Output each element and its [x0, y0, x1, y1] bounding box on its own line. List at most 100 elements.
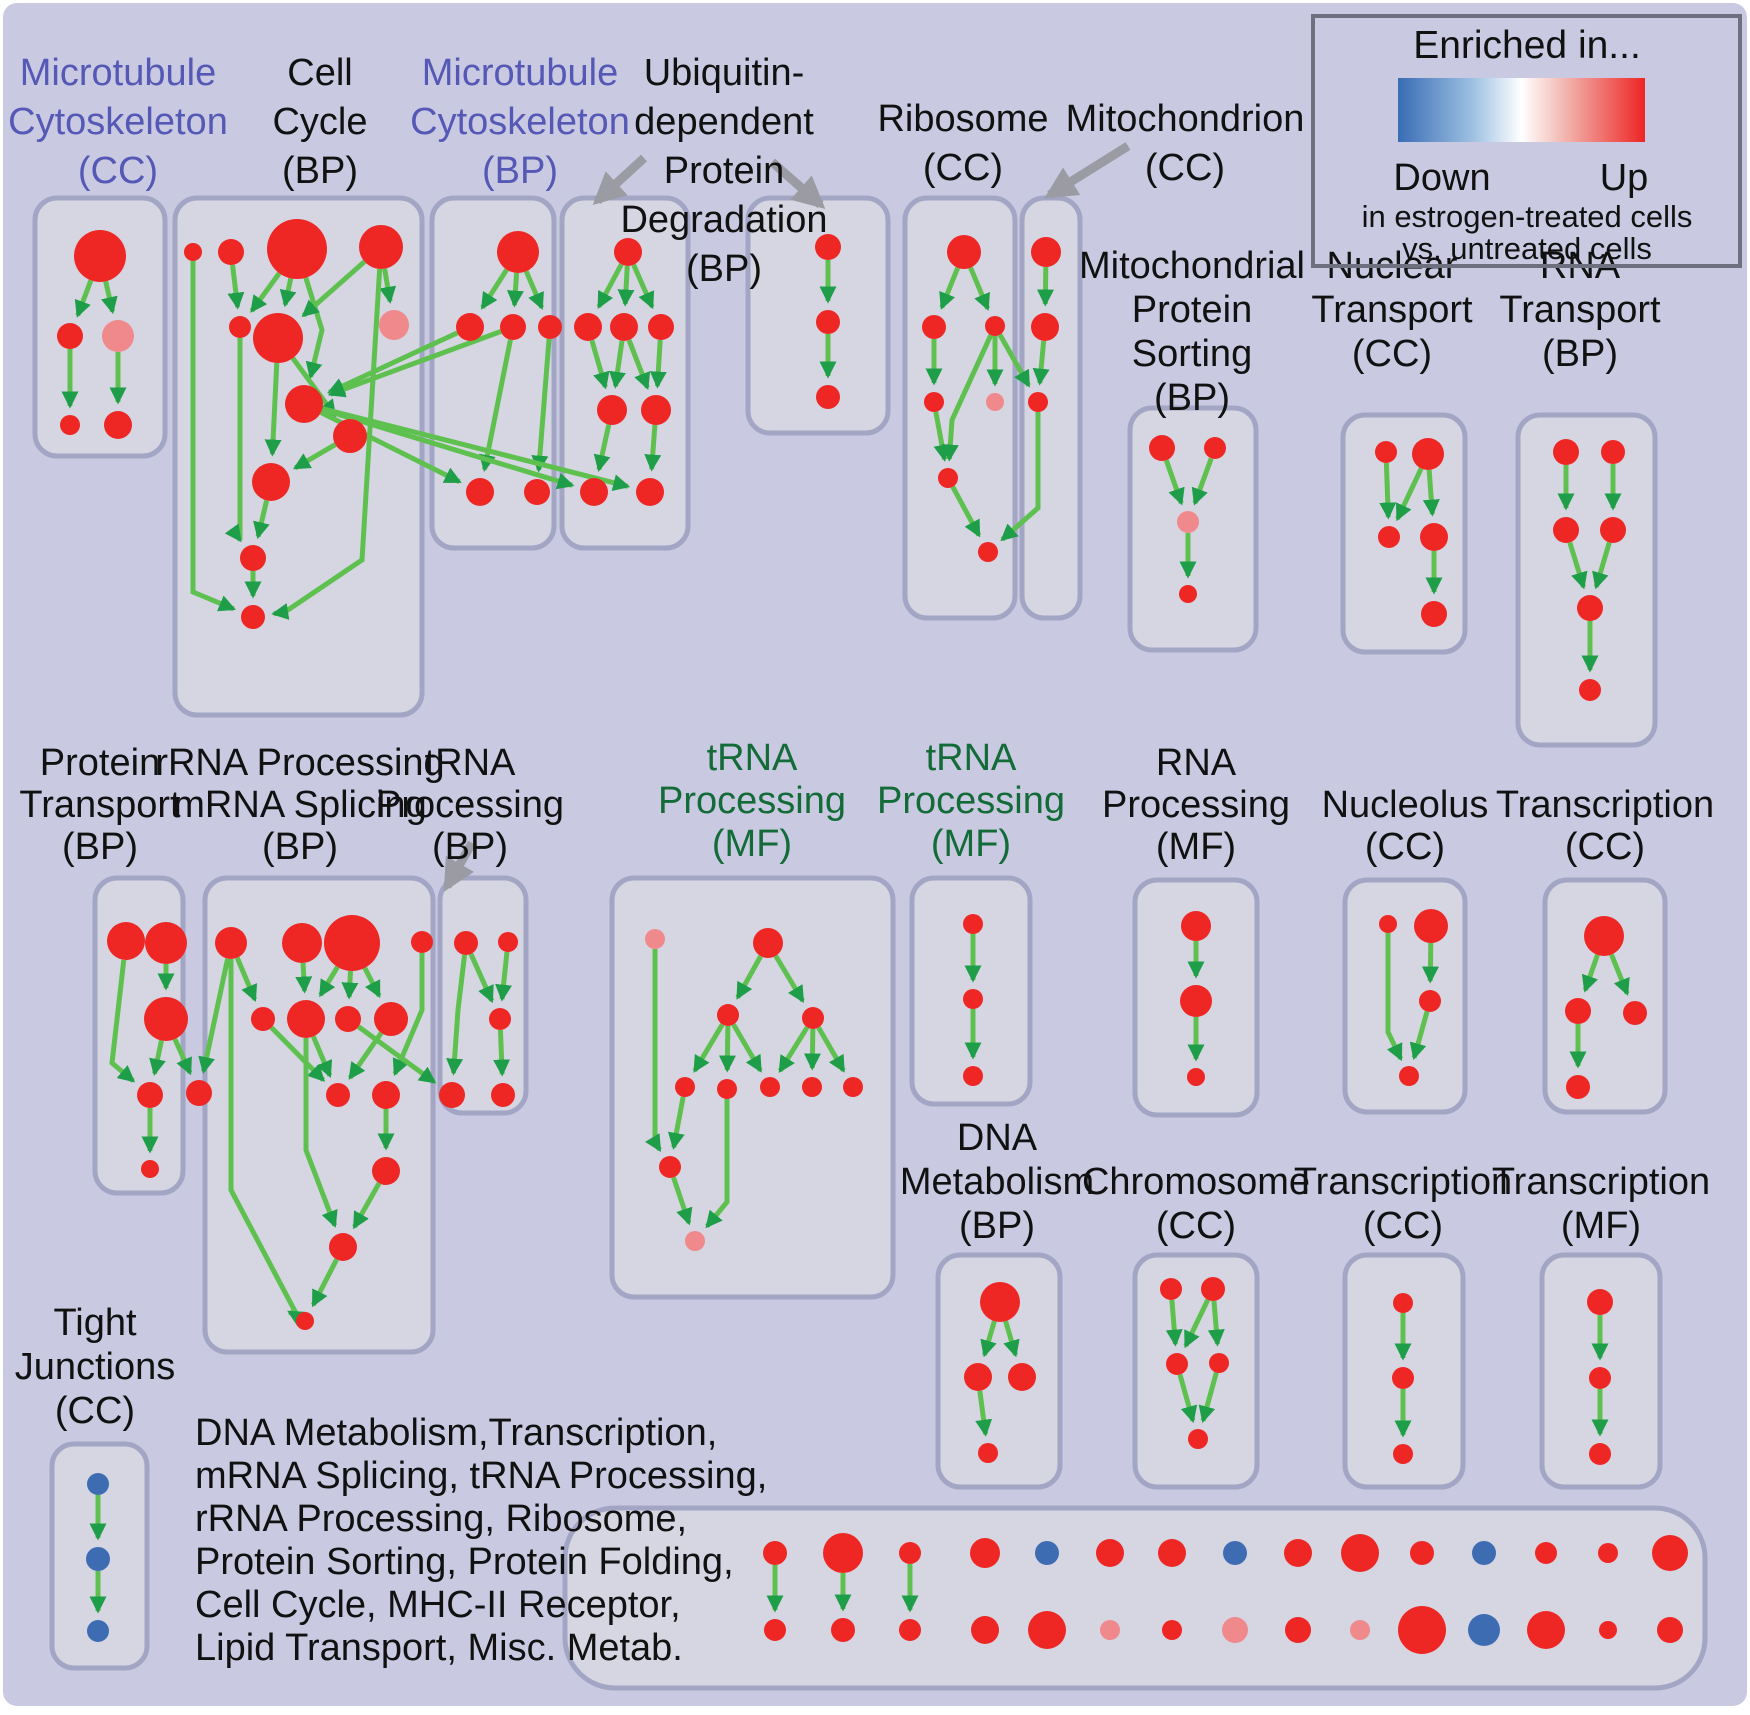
go-term-node-transcription-cc-mid-3	[1566, 1075, 1590, 1099]
cluster-label-rrna-processing-mrna-splicing-line-1: rRNA Processing	[155, 742, 444, 784]
go-term-node-dna-metabolism-0	[980, 1282, 1020, 1322]
go-term-node-ubiquitin-dependent-protein-degradation-0	[614, 238, 642, 266]
cluster-label-protein-transport-line-3: (BP)	[62, 826, 138, 868]
summary-node-bottom-9	[1285, 1617, 1311, 1643]
go-term-node-rna-processing-mf-1	[1180, 985, 1212, 1017]
enrichment-edge	[593, 424, 612, 473]
legend-up-label: Up	[1600, 157, 1649, 199]
go-term-node-rrna-processing-mrna-splicing-7	[374, 1002, 408, 1036]
summary-node-top-14	[1598, 1543, 1618, 1563]
cluster-label-dna-metabolism-line-3: (BP)	[959, 1205, 1035, 1247]
summary-node-bottom-6	[1100, 1620, 1120, 1640]
go-term-node-transcription-cc-bottom-1	[1392, 1367, 1414, 1389]
enrichment-edge	[321, 407, 575, 490]
gray-annotation-arrow	[592, 154, 648, 206]
cluster-label-nuclear-transport-line-3: (CC)	[1352, 333, 1432, 375]
go-term-node-chromosome-1	[1201, 1277, 1225, 1301]
enrichment-edge	[596, 263, 624, 309]
go-term-node-trna-processing-mf-1-10	[685, 1231, 705, 1251]
cluster-label-ubiquitin-dependent-protein-degradation-line-5: (BP)	[686, 248, 762, 290]
go-term-node-rrna-processing-mrna-splicing-4	[251, 1007, 275, 1031]
go-term-node-ubiquitin-dependent-protein-degradation-5	[641, 395, 671, 425]
cluster-label-microtubule-cytoskeleton-cc-line-3: (CC)	[78, 150, 158, 192]
go-term-node-cell-cycle-3	[359, 225, 403, 269]
go-term-node-microtubule-cytoskeleton-cc-2	[102, 320, 134, 352]
go-term-node-rna-transport-5	[1579, 679, 1601, 701]
enrichment-edge	[303, 276, 325, 380]
enrichment-edge	[321, 406, 631, 492]
go-term-node-trna-processing-mf-1-0	[645, 929, 665, 949]
cluster-label-rna-transport-line-3: (BP)	[1542, 333, 1618, 375]
cluster-label-cell-cycle-line-2: Cycle	[272, 101, 367, 143]
misc-categories-line-3: rRNA Processing, Ribosome,	[195, 1498, 687, 1540]
enrichment-edge	[1003, 1320, 1020, 1358]
go-term-node-cell-cycle-1	[218, 239, 244, 265]
gray-annotation-arrow	[443, 840, 476, 892]
cluster-label-ribosome-line-1: Ribosome	[877, 98, 1048, 140]
summary-node-top-12	[1472, 1541, 1496, 1565]
enrichment-edge	[506, 272, 524, 308]
cluster-label-protein-transport-line-2: Transport	[19, 784, 181, 826]
enrichment-edge	[1581, 954, 1600, 993]
go-term-node-transcription-mf-2	[1589, 1443, 1611, 1465]
go-term-node-transcription-mf-0	[1587, 1289, 1613, 1315]
enrichment-edge	[671, 1176, 693, 1226]
cluster-label-mitochondrion-line-2: (CC)	[1145, 147, 1225, 189]
legend-title: Enriched in...	[1413, 24, 1641, 67]
cluster-label-trna-processing-bp-line-1: tRNA	[425, 742, 516, 784]
cluster-label-ribosome-line-2: (CC)	[923, 147, 1003, 189]
cluster-label-tight-junctions-line-2: Junctions	[15, 1346, 176, 1388]
go-term-node-ubiquitin-dependent-protein-degradation-4	[597, 395, 627, 425]
enrichment-edge	[617, 265, 635, 307]
summary-node-bottom-12	[1468, 1614, 1500, 1646]
go-term-node-protein-transport-2	[144, 997, 188, 1041]
go-term-node-trna-processing-bp-4	[491, 1083, 515, 1107]
enrichment-edge	[980, 1320, 997, 1358]
enrichment-edge	[493, 1029, 511, 1077]
go-term-node-rrna-processing-mrna-splicing-3	[411, 931, 433, 953]
enrichment-edge	[1421, 942, 1439, 984]
enrichment-edge	[803, 1028, 821, 1071]
go-term-node-ribosome-5	[938, 468, 958, 488]
enrichment-edge	[271, 268, 383, 620]
enrichment-edge	[301, 259, 367, 318]
summary-node-bottom-7	[1162, 1620, 1182, 1640]
enrichment-edge	[1395, 467, 1424, 522]
cluster-label-trna-processing-mf-1-line-2: Processing	[658, 780, 846, 822]
cluster-label-mitochondrial-protein-sorting-line-2: Protein	[1132, 289, 1252, 331]
go-term-node-ubiquitin-dependent-protein-degradation-8	[815, 234, 841, 260]
enrichment-edge	[626, 339, 651, 390]
go-term-node-ribosome-2	[985, 316, 1005, 336]
enrichment-edge	[198, 958, 231, 1074]
go-term-node-rrna-processing-mrna-splicing-8	[326, 1083, 350, 1107]
cluster-label-transcription-mf-line-2: (MF)	[1561, 1205, 1641, 1247]
edges-layer	[61, 142, 1630, 1614]
go-term-node-protein-transport-1	[145, 922, 187, 964]
go-term-node-protein-transport-3	[137, 1082, 163, 1108]
nodes-layer	[57, 219, 1688, 1654]
cluster-label-trna-processing-bp-line-3: (BP)	[432, 826, 508, 868]
go-term-node-ribosome-0	[947, 235, 981, 269]
gray-annotation-arrow	[1044, 142, 1131, 199]
enrichment-edge	[773, 954, 805, 1004]
go-term-node-rna-transport-1	[1601, 440, 1625, 464]
enrichment-edge	[279, 277, 297, 308]
cluster-label-chromosome-line-1: Chromosome	[1082, 1161, 1310, 1203]
legend-down-label: Down	[1393, 157, 1490, 199]
misc-categories-line-2: mRNA Splicing, tRNA Processing,	[195, 1455, 767, 1497]
legend-box	[1311, 14, 1742, 268]
enrichment-edge	[74, 279, 94, 318]
go-term-node-transcription-cc-mid-0	[1584, 916, 1624, 956]
go-term-node-nuclear-transport-3	[1420, 523, 1448, 551]
go-term-node-trna-processing-bp-2	[489, 1008, 511, 1030]
go-term-node-microtubule-cytoskeleton-bp-5	[524, 479, 550, 505]
cluster-label-rna-transport-line-2: Transport	[1499, 289, 1661, 331]
enrichment-edge	[311, 1035, 333, 1078]
enrichment-edge	[234, 956, 258, 1002]
cluster-label-trna-processing-mf-1-line-3: (MF)	[712, 823, 792, 865]
cluster-label-microtubule-cytoskeleton-bp-line-3: (BP)	[482, 150, 558, 192]
summary-node-top-4	[970, 1538, 1000, 1568]
summary-node-bottom-11	[1398, 1606, 1446, 1654]
cluster-label-mitochondrial-protein-sorting-line-1: Mitochondrial	[1079, 245, 1305, 287]
go-term-node-transcription-cc-mid-1	[1565, 998, 1591, 1024]
